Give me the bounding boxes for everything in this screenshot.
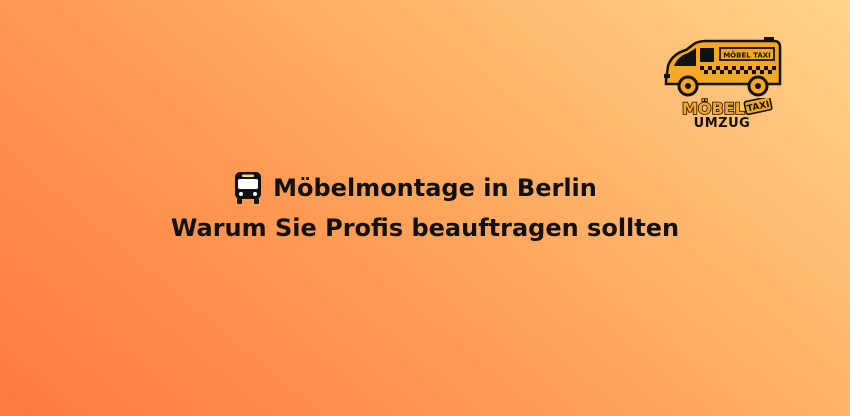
svg-text:MÖBEL: MÖBEL — [682, 99, 745, 118]
headline-subtitle: Warum Sie Profis beauftragen sollten — [170, 214, 680, 242]
van-icon: MÖBEL TAXI — [664, 37, 782, 97]
svg-text:TAXI: TAXI — [746, 100, 770, 115]
headline-line1: Möbelmontage in Berlin — [0, 168, 850, 208]
headline-title: Möbelmontage in Berlin — [273, 174, 597, 202]
bus-icon — [235, 172, 262, 204]
svg-text:MÖBEL TAXI: MÖBEL TAXI — [723, 51, 771, 60]
headline: Möbelmontage in Berlin Warum Sie Profis … — [0, 168, 850, 248]
logo-subtitle: UMZUG — [693, 116, 751, 131]
logo: MÖBEL TAXI — [656, 36, 788, 136]
logo-wordmark: MÖBEL TAXI — [681, 98, 773, 119]
